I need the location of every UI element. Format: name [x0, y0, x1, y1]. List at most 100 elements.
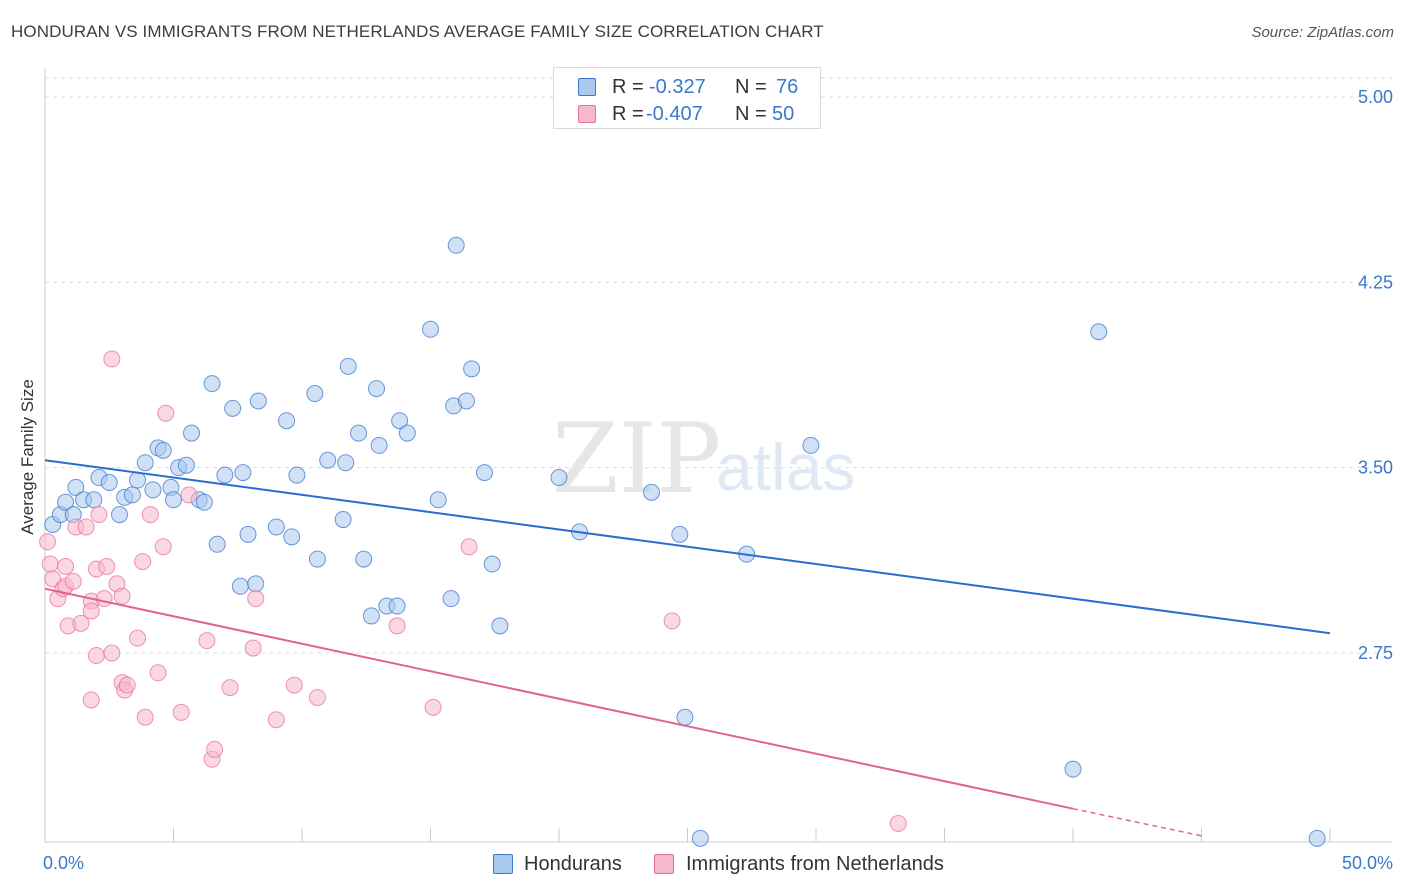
point-hondurans [370, 436, 388, 454]
point-hondurans [231, 577, 249, 595]
point-netherlands [149, 664, 167, 682]
point-hondurans [491, 617, 509, 635]
point-netherlands [87, 646, 105, 664]
point-netherlands [141, 506, 159, 524]
point-hondurans [195, 493, 213, 511]
point-netherlands [44, 570, 62, 588]
point-hondurans [177, 456, 195, 474]
point-netherlands [77, 518, 95, 536]
point-hondurans [676, 708, 694, 726]
y-tick-label: 3.50 [1358, 458, 1393, 478]
legend-n-value: 76 [776, 76, 799, 98]
point-hondurans [144, 481, 162, 499]
watermark-atlas: atlas [716, 430, 855, 504]
point-hondurans [398, 424, 416, 442]
point-netherlands [889, 815, 907, 833]
series-legend: Hondurans Immigrants from Netherlands [0, 852, 1406, 878]
point-netherlands [247, 590, 265, 608]
point-netherlands [388, 617, 406, 635]
point-hondurans [67, 478, 85, 496]
legend-r-value: -0.327 [649, 76, 706, 98]
point-hondurans [368, 380, 386, 398]
legend-label-hondurans: Hondurans [524, 853, 622, 875]
legend-n-label: N = [735, 103, 767, 125]
point-hondurans [388, 597, 406, 615]
point-netherlands [129, 629, 147, 647]
point-netherlands [285, 676, 303, 694]
point-hondurans [234, 464, 252, 482]
legend-swatch-hondurans [493, 854, 513, 874]
watermark-zip: ZIP [552, 403, 721, 515]
trend-line-netherlands-extension [1072, 807, 1202, 837]
point-hondurans [208, 535, 226, 553]
point-hondurans [691, 829, 709, 847]
point-netherlands [82, 691, 100, 709]
point-hondurans [337, 454, 355, 472]
point-hondurans [165, 491, 182, 509]
point-hondurans [350, 424, 368, 442]
point-netherlands [113, 587, 131, 605]
x-tick-label-min: 0.0% [43, 853, 84, 873]
point-hondurans [339, 357, 357, 375]
legend-n-value: 50 [772, 103, 795, 125]
point-hondurans [224, 399, 242, 417]
y-tick-label: 4.25 [1358, 272, 1393, 292]
point-hondurans [643, 483, 661, 501]
point-netherlands [663, 612, 681, 630]
point-hondurans [57, 493, 75, 511]
y-tick-label: 2.75 [1358, 643, 1393, 663]
point-hondurans [283, 528, 301, 546]
point-hondurans [429, 491, 447, 509]
point-hondurans [671, 525, 689, 543]
trend-line-hondurans [44, 459, 1331, 635]
data-points [39, 236, 1326, 847]
trend-lines [44, 459, 1331, 837]
point-netherlands [244, 639, 262, 657]
point-netherlands [134, 553, 152, 571]
legend-r-value: -0.407 [646, 103, 703, 125]
point-hondurans [203, 375, 221, 393]
point-netherlands [118, 676, 136, 694]
point-hondurans [442, 590, 460, 608]
watermark: ZIP atlas [552, 403, 855, 515]
legend-row-hondurans: R = -0.327 N = 76 [554, 74, 820, 100]
point-netherlands [267, 711, 285, 729]
point-netherlands [41, 555, 59, 573]
point-hondurans [278, 412, 296, 430]
point-hondurans [216, 466, 234, 484]
point-hondurans [1064, 760, 1082, 778]
point-netherlands [64, 572, 82, 590]
point-hondurans [182, 424, 200, 442]
point-hondurans [550, 469, 568, 487]
legend-swatch-pink [578, 105, 596, 123]
point-netherlands [95, 590, 113, 608]
y-tick-labels: 5.00 4.25 3.50 2.75 [1358, 87, 1393, 663]
point-netherlands [136, 708, 154, 726]
legend-r-label: R = [612, 103, 644, 125]
point-netherlands [221, 679, 239, 697]
point-hondurans [288, 466, 306, 484]
legend-label-netherlands: Immigrants from Netherlands [686, 853, 944, 875]
point-hondurans [447, 236, 465, 254]
point-netherlands [57, 558, 75, 576]
point-hondurans [267, 518, 285, 536]
point-hondurans [123, 486, 141, 504]
point-hondurans [355, 550, 373, 568]
point-netherlands [460, 538, 478, 556]
y-tick-label: 5.00 [1358, 87, 1393, 107]
point-hondurans [802, 436, 820, 454]
point-hondurans [100, 473, 118, 491]
legend-r-label: R = [612, 76, 644, 98]
point-hondurans [247, 575, 265, 593]
point-netherlands [180, 486, 198, 504]
point-netherlands [39, 533, 57, 551]
point-netherlands [157, 404, 175, 422]
point-netherlands [72, 614, 90, 632]
point-hondurans [85, 491, 103, 509]
point-netherlands [103, 644, 121, 662]
point-hondurans [1308, 829, 1326, 847]
chart-title: HONDURAN VS IMMIGRANTS FROM NETHERLANDS … [11, 22, 824, 41]
point-hondurans [422, 320, 439, 338]
point-hondurans [475, 464, 493, 482]
